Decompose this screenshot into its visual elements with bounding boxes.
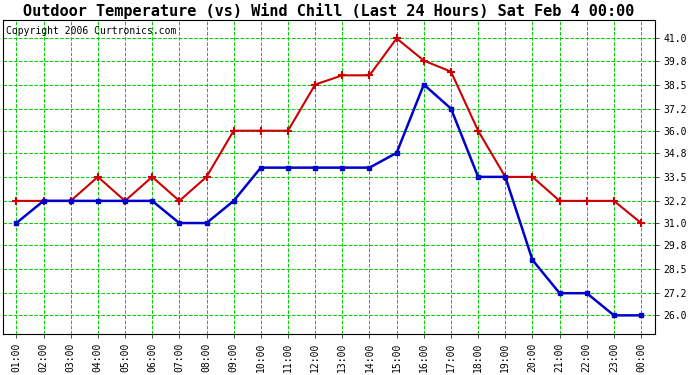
Text: Copyright 2006 Curtronics.com: Copyright 2006 Curtronics.com	[6, 26, 177, 36]
Title: Outdoor Temperature (vs) Wind Chill (Last 24 Hours) Sat Feb 4 00:00: Outdoor Temperature (vs) Wind Chill (Las…	[23, 3, 634, 19]
